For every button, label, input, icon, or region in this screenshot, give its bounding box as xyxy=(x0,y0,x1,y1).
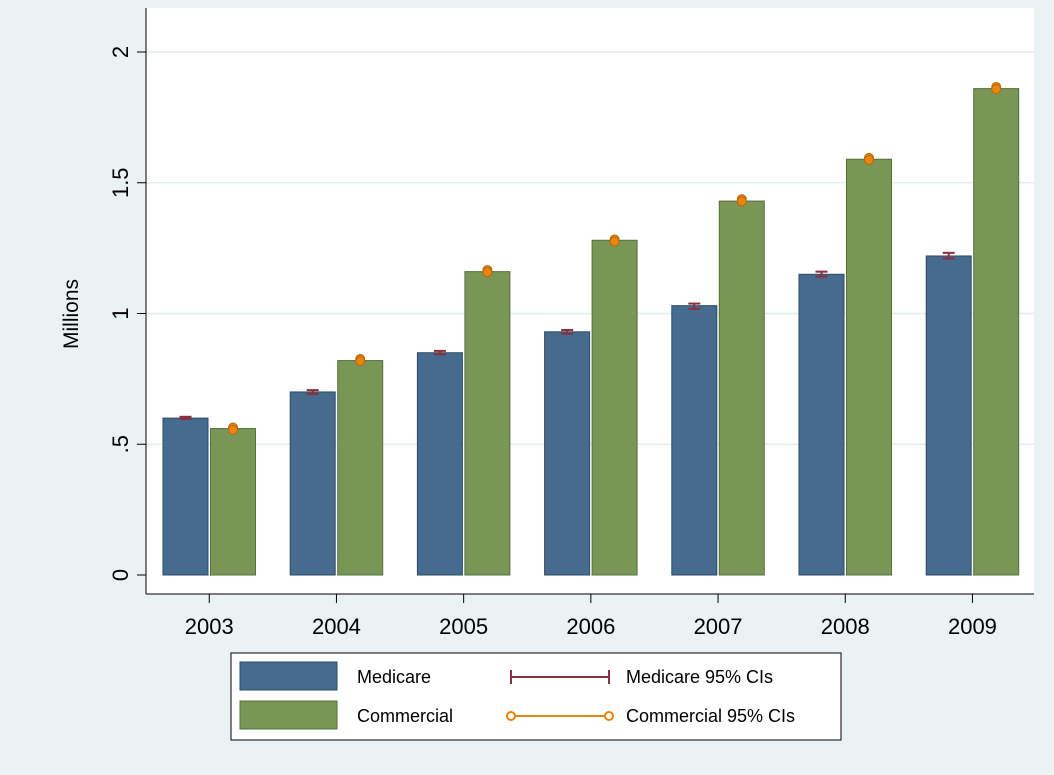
ci-medicare xyxy=(306,389,319,396)
bar-medicare xyxy=(925,255,972,576)
y-tick-label: 2 xyxy=(108,46,133,58)
x-tick-label: 2009 xyxy=(948,614,997,639)
ci-commercial-marker xyxy=(864,154,874,165)
legend-label-medicare: Medicare xyxy=(357,667,431,687)
bar-medicare xyxy=(162,417,209,576)
y-tick-label: 0 xyxy=(108,569,133,581)
ci-commercial xyxy=(864,152,874,165)
bar-medicare xyxy=(416,352,463,576)
ci-medicare xyxy=(942,251,955,260)
bar-commercial xyxy=(591,239,638,576)
y-axis-title: Millions xyxy=(60,279,83,349)
ci-commercial-marker xyxy=(736,196,747,207)
ci-medicare xyxy=(433,349,446,356)
legend-label-medicare-ci: Medicare 95% CIs xyxy=(626,667,773,687)
ci-commercial xyxy=(228,422,238,435)
y-tick-label: 1 xyxy=(108,307,133,319)
y-tick-label: .5 xyxy=(108,435,133,453)
bar-commercial xyxy=(718,200,765,576)
confidence-intervals xyxy=(179,82,1002,435)
ci-medicare xyxy=(561,328,574,335)
ci-commercial xyxy=(355,354,366,367)
bar-medicare xyxy=(671,305,718,576)
axes xyxy=(137,8,1034,603)
bar-medicare xyxy=(289,391,336,576)
bar-commercial xyxy=(337,360,384,576)
ci-commercial xyxy=(991,82,1002,95)
x-tick-label: 2008 xyxy=(821,614,870,639)
y-tick-label: 1.5 xyxy=(108,167,133,198)
x-tick-label: 2007 xyxy=(694,614,743,639)
legend-swatch-commercial xyxy=(239,700,338,730)
ci-medicare xyxy=(815,270,828,278)
bar-medicare xyxy=(544,331,591,576)
legend-label-commercial: Commercial xyxy=(357,706,453,726)
ci-commercial xyxy=(609,234,620,247)
x-tick-label: 2005 xyxy=(439,614,488,639)
bar-medicare xyxy=(798,273,845,576)
bars xyxy=(162,88,1020,576)
legend: Medicare Medicare 95% CIs Commercial Commer… xyxy=(230,652,842,741)
bar-commercial xyxy=(973,88,1020,576)
ci-commercial-marker xyxy=(482,267,493,278)
legend-marker-commercial-ci xyxy=(506,711,516,721)
ci-medicare xyxy=(179,415,192,420)
ci-commercial-marker xyxy=(228,424,238,435)
ci-commercial xyxy=(736,194,747,207)
bar-commercial xyxy=(846,158,892,576)
tick-labels: 0 .5 1 1.5 2 2003 2004 2005 2006 2007 2008 2009 xyxy=(108,46,997,639)
x-tick-label: 2006 xyxy=(566,614,615,639)
ci-commercial xyxy=(482,265,493,278)
ci-commercial-marker xyxy=(355,356,366,367)
x-tick-label: 2003 xyxy=(185,614,234,639)
ci-commercial-marker xyxy=(991,84,1002,95)
x-tick-label: 2004 xyxy=(312,614,361,639)
bar-commercial xyxy=(210,428,256,576)
bar-commercial xyxy=(464,271,511,576)
ci-commercial-marker xyxy=(609,236,620,247)
legend-swatch-medicare xyxy=(239,661,338,691)
legend-label-commercial-ci: Commercial 95% CIs xyxy=(626,706,795,726)
legend-items: Medicare Medicare 95% CIs Commercial Commer… xyxy=(239,661,795,730)
legend-marker-commercial-ci xyxy=(604,711,614,721)
ci-medicare xyxy=(688,302,701,310)
